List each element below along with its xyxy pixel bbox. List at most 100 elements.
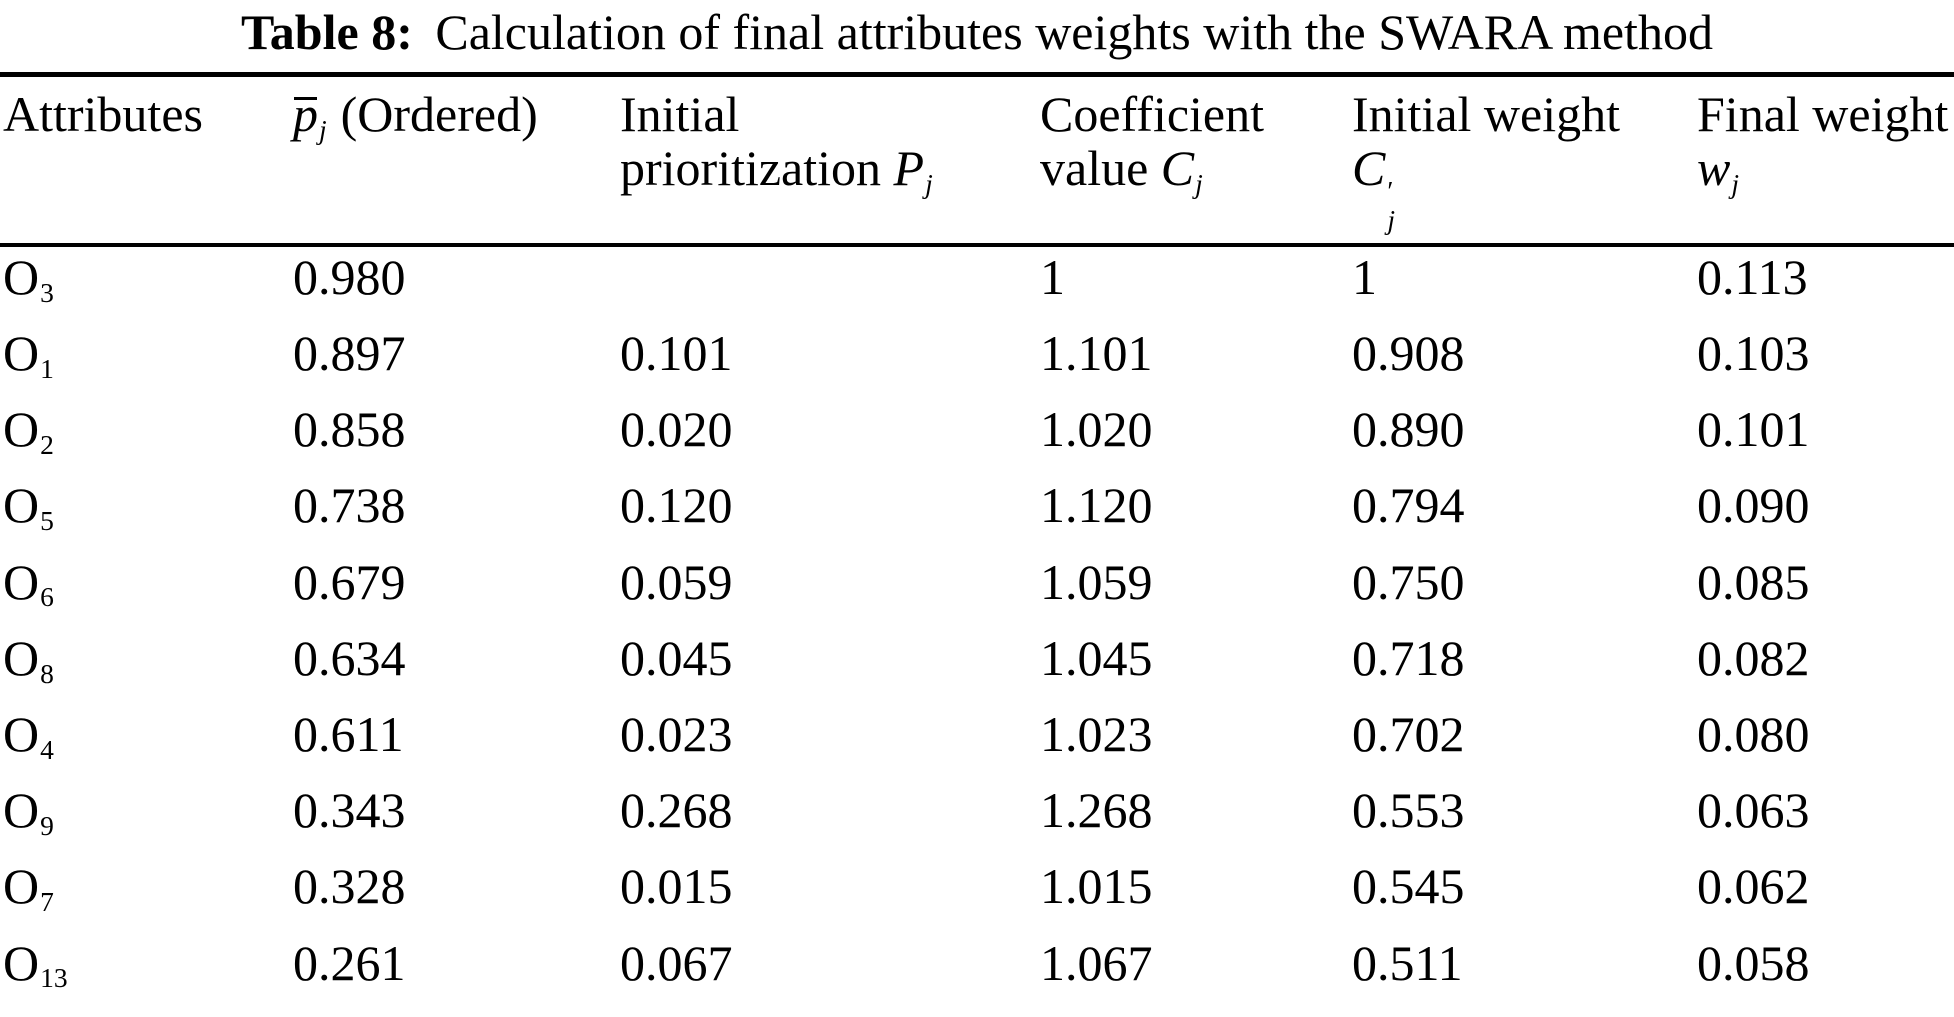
swara-table: Attributes pj (Ordered) Initial prioritiz… xyxy=(0,72,1954,1017)
initial-prioritization-cell: 0.023 xyxy=(620,706,733,762)
table-row: O9 0.343 0.268 1.268 0.553 0.063 xyxy=(0,780,1954,856)
cprime-prime: ′ xyxy=(1387,175,1394,207)
pj-ordered-cell: 0.343 xyxy=(293,782,406,839)
attribute-symbol: O xyxy=(3,706,40,762)
table-row: O4 0.611 0.023 1.023 0.702 0.080 xyxy=(0,704,1954,780)
attribute-cell: O6 xyxy=(0,552,293,628)
attribute-cell: O5 xyxy=(0,475,293,551)
final-weight-cell: 0.063 xyxy=(1697,782,1810,839)
attribute-subscript: 3 xyxy=(40,276,54,308)
header-label: value xyxy=(1040,140,1149,196)
attribute-subscript: 1 xyxy=(40,352,54,384)
header-math-line: prioritization Pj xyxy=(620,141,1040,211)
table-row: O6 0.679 0.059 1.059 0.750 0.085 xyxy=(0,552,1954,628)
initial-prioritization-cell: 0.045 xyxy=(620,629,733,686)
attribute-symbol: O xyxy=(3,477,40,534)
pj-ordered-cell: 0.897 xyxy=(293,325,406,382)
attribute-symbol: O xyxy=(3,934,40,991)
initial-weight-cell: 0.702 xyxy=(1352,706,1465,762)
header-label: Coefficient xyxy=(1040,86,1264,142)
c-symbol: C xyxy=(1160,140,1195,196)
final-weight-cell: 0.101 xyxy=(1697,401,1810,458)
attribute-symbol: O xyxy=(3,629,40,686)
table-row: O2 0.858 0.020 1.020 0.890 0.101 xyxy=(0,399,1954,475)
attribute-cell: O1 xyxy=(0,323,293,399)
col-header-initial-weight: Initial weight C ′ j xyxy=(1352,74,1697,247)
table-row: O7 0.328 0.015 1.015 0.545 0.062 xyxy=(0,856,1954,932)
coefficient-value-cell: 1.101 xyxy=(1040,325,1153,382)
header-label: prioritization xyxy=(620,140,882,196)
coefficient-value-cell: 1.045 xyxy=(1040,629,1153,686)
attribute-subscript: 5 xyxy=(40,505,54,537)
table-caption-label: Table 8: xyxy=(241,4,413,60)
initial-prioritization-cell: 0.067 xyxy=(620,934,733,991)
p-symbol: P xyxy=(893,140,925,196)
final-weight-cell: 0.082 xyxy=(1697,629,1810,686)
header-label: (Ordered) xyxy=(340,86,538,142)
initial-weight-cell: 0.511 xyxy=(1352,934,1463,991)
initial-weight-cell: 0.750 xyxy=(1352,553,1465,610)
cprime-symbol: C xyxy=(1352,140,1386,196)
header-row: Attributes pj (Ordered) Initial prioritiz… xyxy=(0,74,1954,247)
initial-prioritization-cell: 0.059 xyxy=(620,553,733,610)
pj-ordered-cell: 0.858 xyxy=(293,401,406,458)
attribute-symbol: O xyxy=(3,782,40,839)
pbar-symbol: p xyxy=(293,86,318,142)
initial-prioritization-cell: 0.120 xyxy=(620,477,733,534)
final-weight-cell: 0.113 xyxy=(1697,248,1808,305)
coefficient-value-cell: 1.268 xyxy=(1040,782,1153,839)
header-label: Attributes xyxy=(3,86,203,142)
table-caption: Table 8: Calculation of final attributes … xyxy=(0,0,1954,60)
coefficient-value-cell: 1.067 xyxy=(1040,934,1153,991)
attribute-symbol: O xyxy=(3,248,40,305)
header-label: Initial xyxy=(620,86,740,142)
coefficient-value-cell: 1.023 xyxy=(1040,706,1153,762)
col-header-pbar-ordered: pj (Ordered) xyxy=(293,74,620,247)
attribute-cell: O2 xyxy=(0,399,293,475)
initial-weight-cell: 1 xyxy=(1352,248,1377,305)
coefficient-value-cell: 1 xyxy=(1040,248,1065,305)
final-weight-cell: 0.058 xyxy=(1697,934,1810,991)
attribute-subscript: 7 xyxy=(40,886,54,918)
final-weight-cell: 0.062 xyxy=(1697,858,1810,915)
attribute-subscript: 2 xyxy=(40,428,54,460)
col-header-final-weight: Final weight wj xyxy=(1697,74,1954,247)
initial-prioritization-cell: 0.026 xyxy=(620,1009,1040,1017)
final-weight-cell: 0.085 xyxy=(1697,553,1810,610)
coefficient-value-cell: 1.120 xyxy=(1040,477,1153,534)
table-row: O1 0.897 0.101 1.101 0.908 0.103 xyxy=(0,323,1954,399)
attribute-subscript: 9 xyxy=(40,809,54,841)
attribute-symbol: O xyxy=(3,401,40,458)
pj-ordered-cell: 0.611 xyxy=(293,706,404,762)
final-weight-cell: 0.057 xyxy=(1697,1009,1954,1017)
w-subscript: j xyxy=(1731,167,1739,199)
attribute-cell: O8 xyxy=(0,628,293,704)
table-row: O12 0.235 0.026 1.026 0.498 0.057 xyxy=(0,1009,1954,1017)
attribute-cell: O13 xyxy=(0,933,293,1009)
attribute-subscript: 6 xyxy=(40,581,54,613)
attribute-subscript: 13 xyxy=(40,962,68,994)
initial-weight-cell: 0.545 xyxy=(1352,858,1465,915)
cprime-subscript: j xyxy=(1387,204,1395,235)
attribute-symbol: O xyxy=(3,1011,39,1017)
pj-ordered-cell: 0.261 xyxy=(293,934,406,991)
attribute-cell: O9 xyxy=(0,780,293,856)
pbar-subscript: j xyxy=(319,113,327,145)
initial-prioritization-cell: 0.015 xyxy=(620,858,733,915)
attribute-cell: O4 xyxy=(0,704,293,780)
coefficient-value-cell: 1.026 xyxy=(1040,1009,1352,1017)
header-math-line: pj (Ordered) xyxy=(293,87,620,157)
cprime-scripts: ′ j xyxy=(1387,175,1395,235)
attribute-cell: O7 xyxy=(0,856,293,932)
pj-ordered-cell: 0.634 xyxy=(293,629,406,686)
header-math-line: value Cj xyxy=(1040,141,1352,211)
attribute-cell: O3 xyxy=(0,245,293,323)
attribute-symbol: O xyxy=(3,325,40,382)
header-math-line: wj xyxy=(1697,141,1954,211)
initial-weight-cell: 0.794 xyxy=(1352,477,1465,534)
pj-ordered-cell: 0.328 xyxy=(293,858,406,915)
w-symbol: w xyxy=(1697,140,1731,196)
final-weight-cell: 0.090 xyxy=(1697,477,1810,534)
initial-weight-cell: 0.498 xyxy=(1352,1009,1697,1017)
